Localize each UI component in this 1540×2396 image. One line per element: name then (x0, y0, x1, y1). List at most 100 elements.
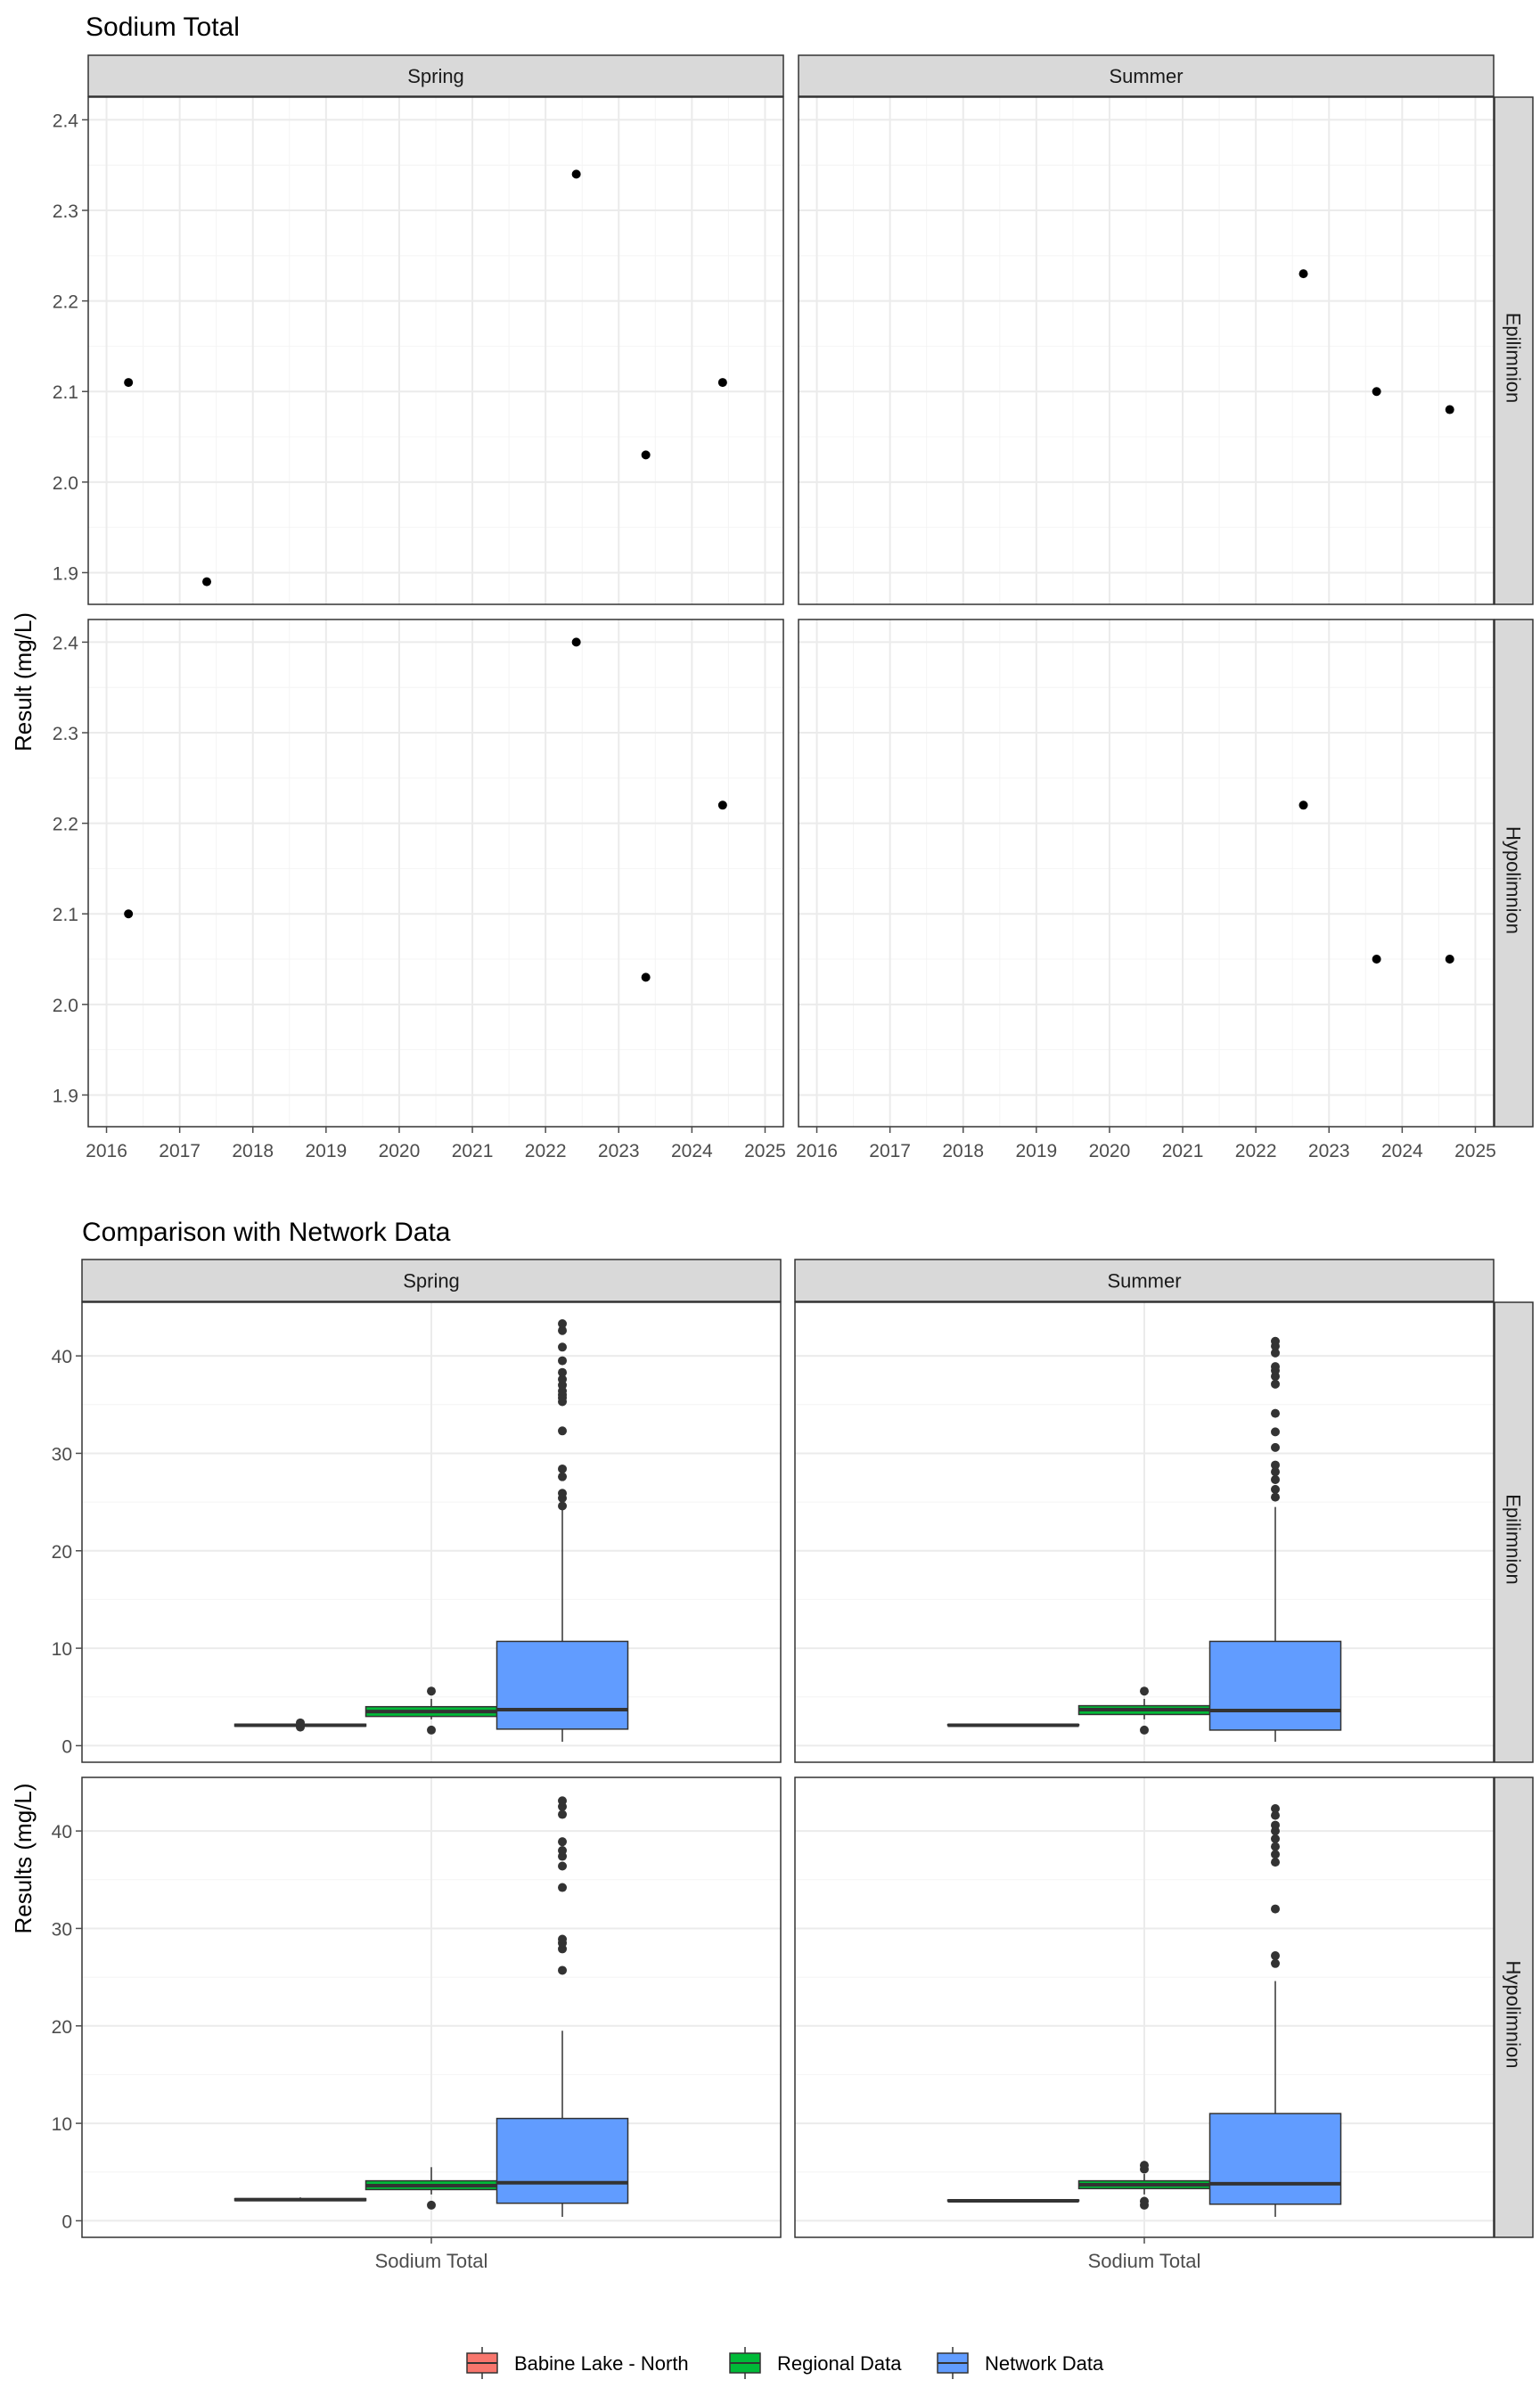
x-tick-label: 2021 (1162, 1141, 1204, 1161)
facet-strip-hypolimnion (1494, 1776, 1534, 2238)
panel-border (798, 96, 1495, 605)
outlier-point (558, 1861, 567, 1871)
outlier-point (1271, 1408, 1280, 1418)
panel-border (798, 619, 1495, 1128)
panel-border (87, 96, 784, 605)
outlier-point (1271, 1362, 1280, 1372)
box (496, 2117, 629, 2204)
outlier-point (1271, 1348, 1280, 1358)
outlier-point (1271, 1810, 1280, 1820)
outlier-point (558, 1501, 567, 1511)
x-tick-label: 2020 (379, 1141, 421, 1161)
outlier-point (1271, 1474, 1280, 1484)
box-panels: Spring Summer Epilimnion Hypolimnion 0 10 20 30… (52, 1259, 1534, 2272)
y-tick-label: 40 (52, 1822, 72, 1842)
outlier-point (1271, 1904, 1280, 1914)
facet-strip-summer (798, 54, 1495, 97)
outlier-point (1271, 1427, 1280, 1437)
outlier-point (1140, 2196, 1149, 2206)
outlier-point (1271, 1336, 1280, 1346)
outlier-point (296, 1718, 305, 1727)
y-tick-label: 2.4 (53, 633, 79, 653)
x-tick-label: 2016 (796, 1141, 838, 1161)
boxplot-babine-lake-north (233, 1718, 367, 1732)
boxplot-network-data (1208, 1336, 1342, 1743)
outlier-point (558, 1319, 567, 1329)
x-tick-label: 2022 (1235, 1141, 1277, 1161)
data-point (124, 378, 134, 388)
boxplot-regional-data (1077, 2161, 1211, 2210)
outlier-point (1271, 1951, 1280, 1961)
data-point (571, 169, 581, 179)
facet-strip-spring (87, 54, 784, 97)
x-tick-label: 2023 (1308, 1141, 1350, 1161)
data-point (124, 909, 134, 919)
legend-label: Babine Lake - North (514, 2352, 689, 2375)
y-tick-label: 30 (52, 1919, 72, 1940)
outlier-point (427, 2200, 436, 2210)
data-point (1298, 269, 1308, 279)
data-point (717, 800, 727, 810)
outlier-point (558, 1837, 567, 1847)
outlier-point (1271, 1803, 1280, 1813)
y-tick-label: 0 (61, 2211, 72, 2232)
y-tick-label: 2.2 (53, 815, 78, 835)
outlier-point (1271, 1460, 1280, 1470)
outlier-point (558, 1464, 567, 1473)
data-point (202, 577, 212, 587)
outlier-point (558, 1796, 567, 1806)
y-tick-label: 2.0 (53, 473, 78, 494)
boxplot-network-data (1208, 1803, 1342, 2218)
y-tick-label: 2.3 (53, 201, 78, 222)
x-tick-label: 2022 (525, 1141, 567, 1161)
outlier-point (558, 1845, 567, 1855)
y-tick-label: 40 (52, 1347, 72, 1367)
x-tick-label: 2024 (671, 1141, 713, 1161)
y-tick-label: 2.3 (53, 724, 78, 744)
facet-strip-label: Summer (1107, 1270, 1181, 1292)
outlier-point (1271, 1379, 1280, 1389)
facet-strip-spring (81, 1259, 782, 1302)
x-tick-label: 2024 (1381, 1141, 1423, 1161)
x-tick-label: 2023 (598, 1141, 640, 1161)
boxplot-babine-lake-north (233, 2197, 367, 2202)
outlier-point (1271, 1850, 1280, 1859)
box (496, 1640, 629, 1730)
panel-border (87, 619, 784, 1128)
box (1208, 2113, 1342, 2205)
boxplot-network-data (496, 1796, 629, 2218)
facet-strip-label: Summer (1109, 65, 1183, 87)
outlier-point (1271, 1442, 1280, 1452)
legend-item-regional-data: Regional Data (729, 2347, 902, 2379)
outlier-point (427, 1725, 436, 1735)
scatter-panel-summer-hypolimnion: 2016 2017 2018 2019 2020 2021 2022 2023 2024 2025 (796, 619, 1496, 1161)
scatter-y-axis-label: Result (mg/L) (10, 612, 37, 751)
outlier-point (1271, 1484, 1280, 1494)
outlier-point (558, 1489, 567, 1498)
y-tick-label: 10 (52, 2114, 72, 2135)
facet-strip-epilimnion (1494, 1301, 1534, 1763)
legend-label: Regional Data (777, 2352, 902, 2375)
y-tick-label: 2.1 (53, 382, 78, 403)
facet-strip-hypolimnion (1494, 619, 1534, 1128)
x-tick-label: 2019 (305, 1141, 347, 1161)
y-tick-label: 0 (61, 1736, 72, 1757)
outlier-point (1271, 1820, 1280, 1830)
outlier-point (1271, 1492, 1280, 1502)
data-point (1372, 387, 1381, 397)
facet-strip-label: Spring (403, 1270, 460, 1292)
outlier-point (558, 1809, 567, 1819)
y-tick-label: 2.4 (53, 111, 79, 131)
facet-strip-label: Epilimnion (1503, 313, 1525, 404)
x-tick-label: 2021 (452, 1141, 494, 1161)
outlier-point (1271, 1467, 1280, 1477)
data-point (1298, 800, 1308, 810)
facet-strip-label: Spring (407, 65, 464, 87)
y-tick-label: 2.0 (53, 996, 78, 1016)
y-tick-label: 20 (52, 1542, 72, 1563)
x-tick-label: Sodium Total (375, 2250, 488, 2272)
data-point (641, 450, 651, 460)
outlier-point (1271, 1858, 1280, 1867)
y-tick-label: 20 (52, 2017, 72, 2038)
